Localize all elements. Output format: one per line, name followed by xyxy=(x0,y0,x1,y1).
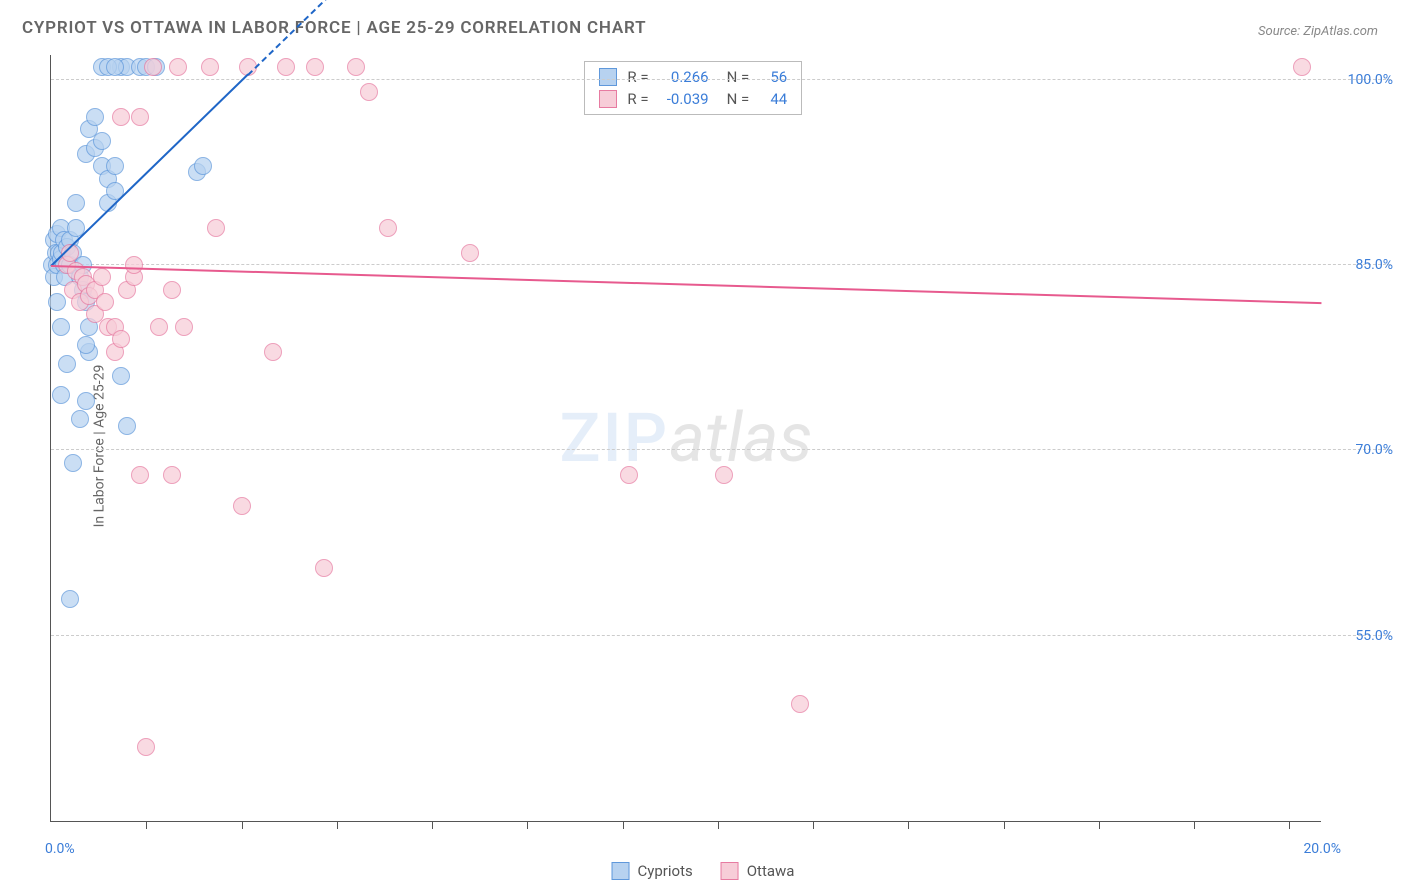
data-point xyxy=(112,367,130,385)
watermark-atlas: atlas xyxy=(669,398,812,478)
legend-swatch xyxy=(599,68,617,86)
legend-n-value: 44 xyxy=(759,90,787,108)
legend-swatch xyxy=(721,862,739,880)
data-point xyxy=(277,58,295,76)
data-point xyxy=(144,58,162,76)
legend-swatch xyxy=(612,862,630,880)
data-point xyxy=(620,466,638,484)
legend-r-label: R = xyxy=(627,90,648,108)
data-point xyxy=(194,157,212,175)
x-tick xyxy=(432,821,433,829)
data-point xyxy=(1293,58,1311,76)
data-point xyxy=(791,695,809,713)
x-axis-max-label: 20.0% xyxy=(1303,841,1341,857)
x-tick xyxy=(527,821,528,829)
data-point xyxy=(112,330,130,348)
y-tick-label: 70.0% xyxy=(1355,442,1393,458)
y-tick-label: 85.0% xyxy=(1355,257,1393,273)
data-point xyxy=(207,219,225,237)
x-axis-min-label: 0.0% xyxy=(45,841,75,857)
x-tick xyxy=(1194,821,1195,829)
data-point xyxy=(125,256,143,274)
data-point xyxy=(175,318,193,336)
legend-row: R = 0.266 N = 56 xyxy=(585,66,801,88)
x-tick xyxy=(718,821,719,829)
data-point xyxy=(93,268,111,286)
data-point xyxy=(52,386,70,404)
data-point xyxy=(112,108,130,126)
legend-item: Cypriots xyxy=(612,862,693,880)
data-point xyxy=(137,738,155,756)
x-tick xyxy=(623,821,624,829)
data-point xyxy=(233,497,251,515)
correlation-chart: CYPRIOT VS OTTAWA IN LABOR FORCE | AGE 2… xyxy=(0,0,1406,892)
data-point xyxy=(315,559,333,577)
data-point xyxy=(169,58,187,76)
data-point xyxy=(96,293,114,311)
x-tick xyxy=(337,821,338,829)
data-point xyxy=(201,58,219,76)
data-point xyxy=(48,293,66,311)
legend-r-label: R = xyxy=(627,68,648,86)
chart-source: Source: ZipAtlas.com xyxy=(1258,24,1378,39)
trend-line xyxy=(51,265,1321,304)
data-point xyxy=(347,58,365,76)
chart-title: CYPRIOT VS OTTAWA IN LABOR FORCE | AGE 2… xyxy=(22,18,646,38)
legend-n-label: N = xyxy=(727,90,750,108)
legend-r-value: 0.266 xyxy=(659,68,709,86)
data-point xyxy=(360,83,378,101)
data-point xyxy=(118,417,136,435)
data-point xyxy=(61,590,79,608)
x-tick xyxy=(242,821,243,829)
correlation-legend: R = 0.266 N = 56 R = -0.039 N = 44 xyxy=(584,61,802,115)
legend-label: Cypriots xyxy=(638,862,693,880)
legend-swatch xyxy=(599,90,617,108)
legend-label: Ottawa xyxy=(747,862,795,880)
series-legend: Cypriots Ottawa xyxy=(612,862,795,880)
data-point xyxy=(67,194,85,212)
gridline xyxy=(51,79,1391,80)
x-tick xyxy=(1289,821,1290,829)
x-tick xyxy=(813,821,814,829)
y-tick-label: 100.0% xyxy=(1348,72,1393,88)
gridline xyxy=(51,635,1391,636)
data-point xyxy=(58,355,76,373)
legend-n-label: N = xyxy=(727,68,750,86)
trend-line xyxy=(50,74,248,267)
gridline xyxy=(51,264,1391,265)
data-point xyxy=(106,58,124,76)
data-point xyxy=(163,466,181,484)
x-tick xyxy=(908,821,909,829)
data-point xyxy=(264,343,282,361)
data-point xyxy=(86,108,104,126)
data-point xyxy=(52,318,70,336)
data-point xyxy=(77,336,95,354)
data-point xyxy=(106,157,124,175)
data-point xyxy=(150,318,168,336)
watermark-zip: ZIP xyxy=(559,398,669,478)
data-point xyxy=(93,132,111,150)
data-point xyxy=(64,454,82,472)
data-point xyxy=(77,392,95,410)
x-tick xyxy=(1004,821,1005,829)
data-point xyxy=(131,466,149,484)
data-point xyxy=(71,410,89,428)
gridline xyxy=(51,449,1391,450)
y-tick-label: 55.0% xyxy=(1355,628,1393,644)
watermark: ZIPatlas xyxy=(559,398,812,478)
data-point xyxy=(461,244,479,262)
data-point xyxy=(379,219,397,237)
data-point xyxy=(715,466,733,484)
plot-area: ZIPatlas R =0.266N =56R =-0.039N =44 0.0… xyxy=(50,55,1321,822)
legend-item: Ottawa xyxy=(721,862,795,880)
data-point xyxy=(131,108,149,126)
x-tick xyxy=(146,821,147,829)
legend-row: R = -0.039 N = 44 xyxy=(585,88,801,110)
data-point xyxy=(306,58,324,76)
data-point xyxy=(163,281,181,299)
x-tick xyxy=(1099,821,1100,829)
legend-n-value: 56 xyxy=(759,68,787,86)
legend-r-value: -0.039 xyxy=(659,90,709,108)
